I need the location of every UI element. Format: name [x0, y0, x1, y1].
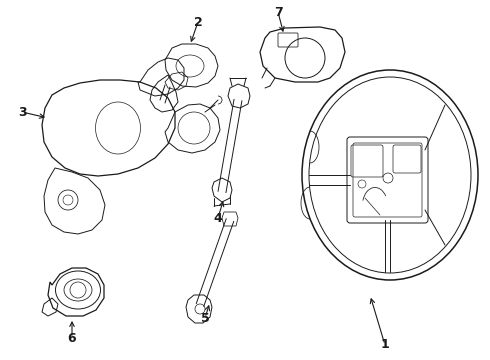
Text: 2: 2: [194, 15, 202, 28]
FancyBboxPatch shape: [347, 137, 428, 223]
Text: 5: 5: [200, 311, 209, 324]
Text: 1: 1: [381, 338, 390, 351]
Text: 4: 4: [214, 211, 222, 225]
Ellipse shape: [309, 77, 471, 273]
Text: 7: 7: [273, 5, 282, 18]
Text: 6: 6: [68, 332, 76, 345]
Text: 3: 3: [18, 105, 26, 118]
